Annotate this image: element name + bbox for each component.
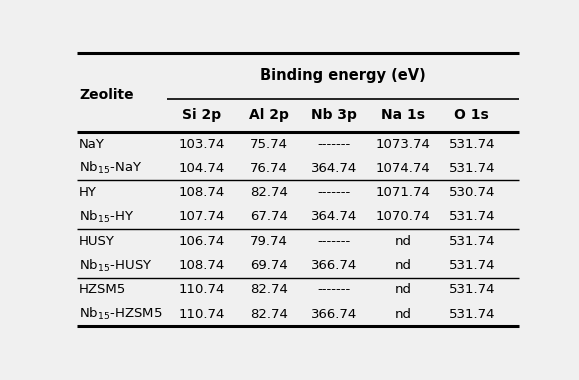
Text: HY: HY [79, 186, 97, 199]
Text: 531.74: 531.74 [449, 283, 495, 296]
Text: nd: nd [395, 307, 412, 321]
Text: 75.74: 75.74 [250, 138, 288, 150]
Text: Nb$_{15}$-HY: Nb$_{15}$-HY [79, 209, 134, 225]
Text: 1074.74: 1074.74 [376, 162, 431, 175]
Text: -------: ------- [317, 283, 350, 296]
Text: 364.74: 364.74 [310, 211, 357, 223]
Text: HZSM5: HZSM5 [79, 283, 126, 296]
Text: 531.74: 531.74 [449, 259, 495, 272]
Text: Zeolite: Zeolite [79, 88, 134, 102]
Text: 69.74: 69.74 [250, 259, 288, 272]
Text: 82.74: 82.74 [250, 283, 288, 296]
Text: 1070.74: 1070.74 [376, 211, 431, 223]
Text: 110.74: 110.74 [178, 283, 225, 296]
Text: 531.74: 531.74 [449, 211, 495, 223]
Text: Al 2p: Al 2p [249, 108, 288, 122]
Text: HUSY: HUSY [79, 235, 115, 248]
Text: O 1s: O 1s [455, 108, 489, 122]
Text: 106.74: 106.74 [178, 235, 225, 248]
Text: NaY: NaY [79, 138, 105, 150]
Text: Nb 3p: Nb 3p [311, 108, 357, 122]
Text: 67.74: 67.74 [250, 211, 288, 223]
Text: 531.74: 531.74 [449, 138, 495, 150]
Text: Binding energy (eV): Binding energy (eV) [260, 68, 426, 83]
Text: 1073.74: 1073.74 [376, 138, 431, 150]
Text: Nb$_{15}$-HZSM5: Nb$_{15}$-HZSM5 [79, 306, 163, 322]
Text: 82.74: 82.74 [250, 307, 288, 321]
Text: 108.74: 108.74 [178, 186, 225, 199]
Text: 366.74: 366.74 [310, 259, 357, 272]
Text: 79.74: 79.74 [250, 235, 288, 248]
Text: nd: nd [395, 259, 412, 272]
Text: 1071.74: 1071.74 [376, 186, 431, 199]
Text: nd: nd [395, 235, 412, 248]
Text: Na 1s: Na 1s [382, 108, 426, 122]
Text: nd: nd [395, 283, 412, 296]
Text: 107.74: 107.74 [178, 211, 225, 223]
Text: -------: ------- [317, 186, 350, 199]
Text: Nb$_{15}$-NaY: Nb$_{15}$-NaY [79, 160, 142, 176]
Text: 82.74: 82.74 [250, 186, 288, 199]
Text: Nb$_{15}$-HUSY: Nb$_{15}$-HUSY [79, 257, 153, 274]
Text: 531.74: 531.74 [449, 162, 495, 175]
Text: 108.74: 108.74 [178, 259, 225, 272]
Text: 530.74: 530.74 [449, 186, 495, 199]
Text: 110.74: 110.74 [178, 307, 225, 321]
Text: 76.74: 76.74 [250, 162, 288, 175]
Text: 103.74: 103.74 [178, 138, 225, 150]
Text: 104.74: 104.74 [178, 162, 225, 175]
Text: Si 2p: Si 2p [182, 108, 221, 122]
Text: -------: ------- [317, 235, 350, 248]
Text: -------: ------- [317, 138, 350, 150]
Text: 364.74: 364.74 [310, 162, 357, 175]
Text: 531.74: 531.74 [449, 235, 495, 248]
Text: 531.74: 531.74 [449, 307, 495, 321]
Text: 366.74: 366.74 [310, 307, 357, 321]
